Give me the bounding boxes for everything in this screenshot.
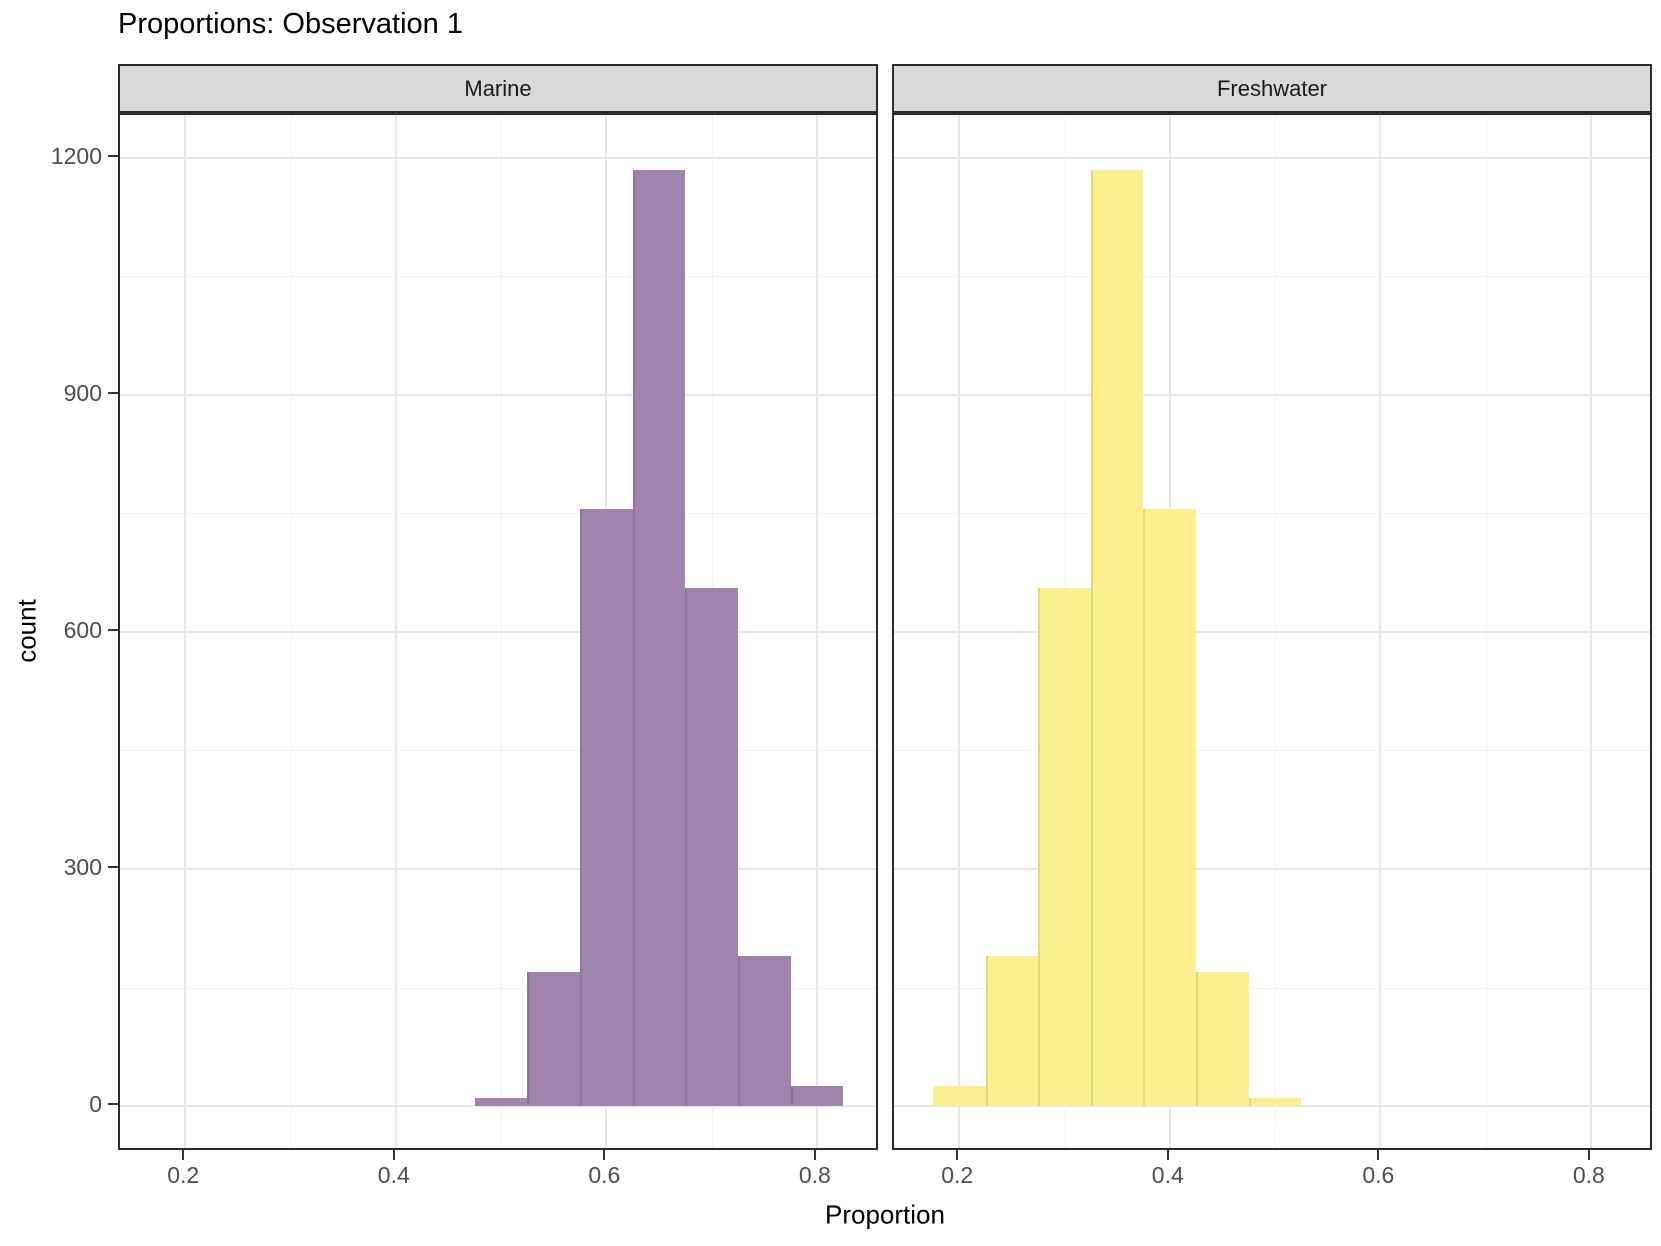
histogram-bar bbox=[737, 955, 791, 1107]
gridline-minor-h bbox=[120, 276, 876, 278]
x-tick-label: 0.4 bbox=[1151, 1162, 1184, 1188]
histogram-bar bbox=[527, 971, 580, 1107]
facet-strip-freshwater: Freshwater bbox=[892, 64, 1652, 113]
x-tick-label: 0.2 bbox=[941, 1162, 974, 1188]
gridline-minor-h bbox=[120, 750, 876, 752]
y-tick-label: 900 bbox=[63, 379, 102, 406]
histogram-bar bbox=[932, 1086, 986, 1107]
histogram-bar bbox=[985, 955, 1039, 1107]
gridline-major-h bbox=[120, 1105, 876, 1108]
x-tick-label: 0.6 bbox=[1362, 1162, 1395, 1188]
x-tick-mark bbox=[1587, 1150, 1590, 1160]
x-tick-label: 0.8 bbox=[798, 1162, 831, 1188]
x-tick-mark bbox=[182, 1150, 185, 1160]
x-tick-label: 0.4 bbox=[377, 1162, 410, 1188]
x-axis-title: Proportion bbox=[825, 1199, 945, 1230]
histogram-bar bbox=[632, 169, 686, 1107]
gridline-major-v bbox=[1379, 115, 1382, 1148]
gridline-major-h bbox=[894, 1105, 1650, 1108]
gridline-minor-v bbox=[1275, 115, 1277, 1148]
facet-panel-freshwater bbox=[892, 113, 1652, 1150]
gridline-minor-h bbox=[894, 513, 1650, 515]
y-tick-mark bbox=[108, 866, 118, 869]
facet-strip-label: Marine bbox=[464, 75, 532, 101]
histogram-bar bbox=[685, 588, 738, 1107]
gridline-minor-v bbox=[501, 115, 503, 1148]
y-tick-mark bbox=[108, 628, 118, 631]
histogram-bar bbox=[790, 1086, 844, 1107]
facet-strip-marine: Marine bbox=[118, 64, 878, 113]
histogram-bar bbox=[1090, 169, 1144, 1107]
gridline-minor-v bbox=[1485, 115, 1487, 1148]
histogram-bar bbox=[580, 509, 633, 1107]
x-tick-label: 0.6 bbox=[588, 1162, 621, 1188]
histogram-bar bbox=[1196, 971, 1249, 1107]
facet-strip-label: Freshwater bbox=[1216, 75, 1328, 101]
histogram-bar bbox=[1038, 588, 1091, 1107]
x-tick-mark bbox=[1166, 1150, 1169, 1160]
gridline-minor-v bbox=[290, 115, 292, 1148]
y-tick-label: 600 bbox=[63, 616, 102, 643]
y-tick-label: 0 bbox=[89, 1091, 102, 1118]
x-tick-mark bbox=[813, 1150, 816, 1160]
gridline-minor-h bbox=[120, 987, 876, 989]
x-tick-mark bbox=[603, 1150, 606, 1160]
y-tick-label: 1200 bbox=[50, 142, 102, 169]
gridline-minor-h bbox=[894, 276, 1650, 278]
facet-panel-marine bbox=[118, 113, 878, 1150]
x-tick-mark bbox=[392, 1150, 395, 1160]
gridline-major-h bbox=[120, 868, 876, 871]
x-tick-label: 0.8 bbox=[1572, 1162, 1605, 1188]
gridline-major-h bbox=[894, 393, 1650, 396]
gridline-major-v bbox=[1589, 115, 1592, 1148]
gridline-major-v bbox=[184, 115, 187, 1148]
plot-title: Proportions: Observation 1 bbox=[118, 8, 463, 40]
gridline-minor-h bbox=[120, 513, 876, 515]
gridline-major-h bbox=[120, 393, 876, 396]
histogram-bar bbox=[474, 1098, 528, 1107]
gridline-minor-h bbox=[894, 987, 1650, 989]
x-tick-label: 0.2 bbox=[167, 1162, 200, 1188]
gridline-major-v bbox=[394, 115, 397, 1148]
y-tick-mark bbox=[108, 391, 118, 394]
gridline-major-h bbox=[120, 156, 876, 159]
y-tick-label: 300 bbox=[63, 854, 102, 881]
gridline-major-h bbox=[894, 156, 1650, 159]
gridline-major-v bbox=[815, 115, 818, 1148]
y-tick-mark bbox=[108, 154, 118, 157]
gridline-major-h bbox=[894, 868, 1650, 871]
gridline-minor-h bbox=[894, 750, 1650, 752]
y-axis-title: count bbox=[11, 599, 42, 663]
y-tick-mark bbox=[108, 1103, 118, 1106]
x-tick-mark bbox=[1377, 1150, 1380, 1160]
gridline-major-h bbox=[894, 630, 1650, 633]
gridline-major-v bbox=[958, 115, 961, 1148]
histogram-bar bbox=[1248, 1098, 1302, 1107]
gridline-major-h bbox=[120, 630, 876, 633]
histogram-bar bbox=[1143, 509, 1197, 1107]
x-tick-mark bbox=[956, 1150, 959, 1160]
